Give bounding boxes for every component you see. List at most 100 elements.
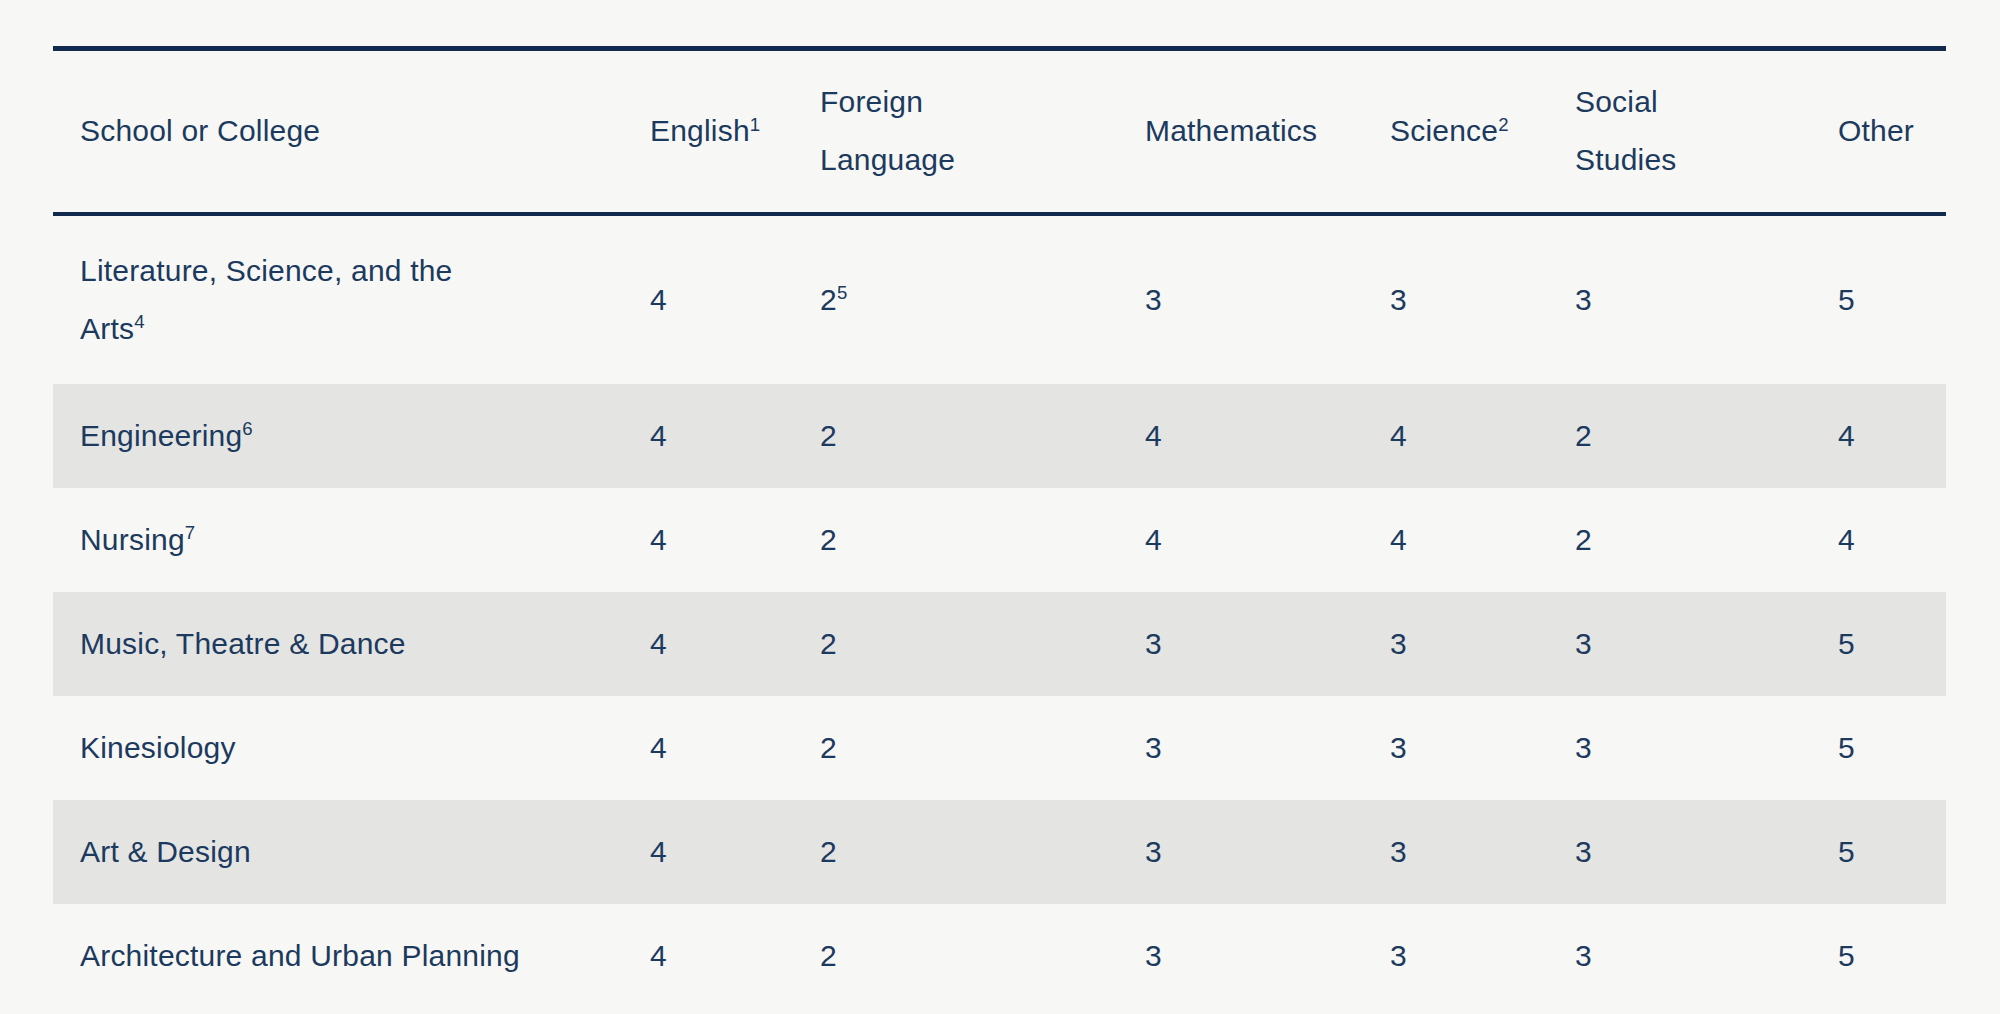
footnote-marker: 1 [750, 114, 760, 135]
unit-value: 3 [1575, 927, 1838, 985]
foreign-language-cell: 2 [820, 384, 1145, 488]
unit-value: 2 [820, 615, 1145, 673]
footnote-marker: 4 [134, 311, 144, 332]
school-name: Art & Design [80, 823, 650, 881]
unit-value: 4 [1390, 511, 1575, 569]
english-cell: 4 [650, 696, 820, 800]
social-studies-cell: 3 [1575, 214, 1838, 384]
science-cell: 3 [1390, 214, 1575, 384]
unit-value: 4 [650, 719, 820, 777]
footnote-marker: 5 [837, 282, 847, 303]
unit-value: 2 [1575, 511, 1838, 569]
english-cell: 4 [650, 214, 820, 384]
unit-value: 2 [820, 823, 1145, 881]
unit-value: 5 [1838, 271, 1946, 329]
mathematics-cell: 4 [1145, 384, 1390, 488]
col-header-label: School or College [80, 102, 650, 160]
social-studies-cell: 2 [1575, 488, 1838, 592]
other-cell: 5 [1838, 904, 1946, 1008]
unit-value: 3 [1390, 823, 1575, 881]
unit-value: 3 [1390, 615, 1575, 673]
requirements-table: School or CollegeEnglish1Foreign Languag… [53, 46, 1946, 1008]
school-cell: Nursing7 [53, 488, 650, 592]
unit-value: 3 [1575, 271, 1838, 329]
unit-value: 25 [820, 271, 1145, 329]
unit-value: 3 [1390, 271, 1575, 329]
other-cell: 5 [1838, 592, 1946, 696]
col-header-label: English1 [650, 102, 820, 160]
footnote-marker: 7 [185, 522, 195, 543]
unit-value: 3 [1145, 271, 1390, 329]
science-cell: 3 [1390, 904, 1575, 1008]
table-row: Kinesiology423335 [53, 696, 1946, 800]
foreign-language-cell: 2 [820, 696, 1145, 800]
col-header-label: Foreign Language [820, 73, 980, 189]
col-header-mathematics: Mathematics [1145, 49, 1390, 214]
social-studies-cell: 3 [1575, 800, 1838, 904]
unit-value: 2 [820, 511, 1145, 569]
other-cell: 4 [1838, 488, 1946, 592]
foreign-language-cell: 2 [820, 488, 1145, 592]
english-cell: 4 [650, 904, 820, 1008]
col-header-social-studies: Social Studies [1575, 49, 1838, 214]
footnote-marker: 6 [242, 418, 252, 439]
foreign-language-cell: 2 [820, 904, 1145, 1008]
unit-value: 5 [1838, 615, 1946, 673]
other-cell: 5 [1838, 214, 1946, 384]
mathematics-cell: 3 [1145, 696, 1390, 800]
col-header-label: Social Studies [1575, 73, 1705, 189]
col-header-foreign-language: Foreign Language [820, 49, 1145, 214]
unit-value: 4 [1145, 511, 1390, 569]
unit-value: 3 [1390, 719, 1575, 777]
col-header-school: School or College [53, 49, 650, 214]
footnote-marker: 2 [1498, 114, 1508, 135]
unit-value: 4 [650, 271, 820, 329]
admission-requirements-table: School or CollegeEnglish1Foreign Languag… [53, 46, 1946, 1008]
school-cell: Art & Design [53, 800, 650, 904]
col-header-science: Science2 [1390, 49, 1575, 214]
col-header-label: Other [1838, 102, 1946, 160]
table-header: School or CollegeEnglish1Foreign Languag… [53, 49, 1946, 214]
social-studies-cell: 3 [1575, 904, 1838, 1008]
school-cell: Architecture and Urban Planning [53, 904, 650, 1008]
school-name: Literature, Science, and the Arts4 [80, 242, 510, 358]
unit-value: 3 [1390, 927, 1575, 985]
school-cell: Music, Theatre & Dance [53, 592, 650, 696]
col-header-english: English1 [650, 49, 820, 214]
header-row: School or CollegeEnglish1Foreign Languag… [53, 49, 1946, 214]
unit-value: 4 [650, 823, 820, 881]
table-row: Nursing7424424 [53, 488, 1946, 592]
table-row: Music, Theatre & Dance423335 [53, 592, 1946, 696]
school-name: Nursing7 [80, 511, 650, 569]
mathematics-cell: 3 [1145, 214, 1390, 384]
unit-value: 2 [1575, 407, 1838, 465]
foreign-language-cell: 25 [820, 214, 1145, 384]
table-row: Art & Design423335 [53, 800, 1946, 904]
school-cell: Engineering6 [53, 384, 650, 488]
science-cell: 3 [1390, 592, 1575, 696]
school-name: Architecture and Urban Planning [80, 927, 650, 985]
social-studies-cell: 3 [1575, 592, 1838, 696]
mathematics-cell: 3 [1145, 592, 1390, 696]
unit-value: 4 [1838, 511, 1946, 569]
english-cell: 4 [650, 384, 820, 488]
col-header-other: Other [1838, 49, 1946, 214]
science-cell: 4 [1390, 488, 1575, 592]
unit-value: 4 [650, 407, 820, 465]
mathematics-cell: 3 [1145, 800, 1390, 904]
unit-value: 2 [820, 407, 1145, 465]
other-cell: 5 [1838, 800, 1946, 904]
unit-value: 4 [650, 927, 820, 985]
english-cell: 4 [650, 592, 820, 696]
col-header-label: Science2 [1390, 102, 1575, 160]
unit-value: 5 [1838, 719, 1946, 777]
unit-value: 3 [1575, 719, 1838, 777]
other-cell: 4 [1838, 384, 1946, 488]
unit-value: 4 [650, 511, 820, 569]
unit-value: 4 [650, 615, 820, 673]
unit-value: 3 [1575, 615, 1838, 673]
social-studies-cell: 2 [1575, 384, 1838, 488]
unit-value: 3 [1145, 615, 1390, 673]
mathematics-cell: 3 [1145, 904, 1390, 1008]
unit-value: 3 [1145, 719, 1390, 777]
